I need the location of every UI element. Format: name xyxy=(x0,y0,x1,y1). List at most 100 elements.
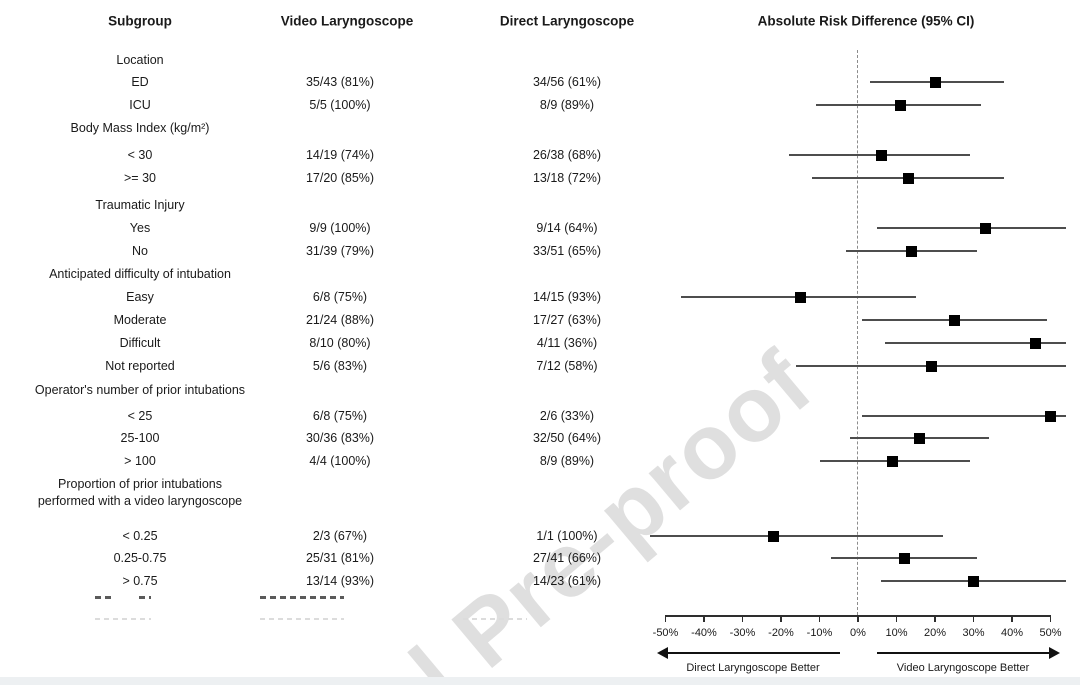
cropped-text-fragment xyxy=(260,596,344,599)
axis-tick xyxy=(780,615,782,622)
confidence-interval-line xyxy=(650,535,943,537)
subgroup-item-label: Moderate xyxy=(113,313,167,327)
point-estimate-marker xyxy=(979,222,991,234)
cropped-text-fragment xyxy=(95,596,115,599)
direct-laryngoscope-value: 27/41 (66%) xyxy=(532,551,602,565)
subgroup-group-label: Operator's number of prior intubations xyxy=(34,383,246,397)
point-estimate-marker xyxy=(929,76,941,88)
point-estimate-marker xyxy=(767,530,779,542)
point-estimate-marker xyxy=(948,314,960,326)
subgroup-item-label: < 30 xyxy=(127,148,153,162)
subgroup-group-label: Anticipated difficulty of intubation xyxy=(49,267,231,281)
confidence-interval-line xyxy=(884,342,1066,344)
direct-laryngoscope-value: 34/56 (61%) xyxy=(532,75,602,89)
axis-tick-label: 50% xyxy=(1039,627,1062,639)
cropped-text-fragment xyxy=(260,618,344,620)
video-laryngoscope-value: 31/39 (79%) xyxy=(305,244,375,258)
video-laryngoscope-value: 5/5 (100%) xyxy=(309,98,371,112)
direct-laryngoscope-value: 14/15 (93%) xyxy=(532,290,602,304)
subgroup-item-label: No xyxy=(132,244,148,258)
video-laryngoscope-value: 14/19 (74%) xyxy=(305,148,375,162)
subgroup-item-label: >= 30 xyxy=(124,171,156,185)
subgroup-item-label: ED xyxy=(131,75,149,89)
axis-tick-label: -20% xyxy=(768,627,794,639)
left-arrowhead-icon xyxy=(657,647,668,659)
axis-tick xyxy=(818,615,821,622)
video-laryngoscope-value: 6/8 (75%) xyxy=(312,409,368,423)
axis-tick xyxy=(934,615,936,622)
direct-laryngoscope-value: 32/50 (64%) xyxy=(532,431,602,445)
subgroup-group-label: Proportion of prior intubations xyxy=(58,477,222,491)
axis-tick-label: 30% xyxy=(962,627,985,639)
axis-tick-label: -30% xyxy=(729,627,756,639)
point-estimate-marker xyxy=(925,360,937,372)
axis-tick-label: -40% xyxy=(691,627,717,639)
point-estimate-marker xyxy=(894,99,906,111)
subgroup-item-label: > 100 xyxy=(124,454,156,468)
point-estimate-marker xyxy=(898,552,910,564)
direction-label-left: Direct Laryngoscope Better xyxy=(686,662,820,674)
subgroup-group-label: Location xyxy=(116,53,164,67)
subgroup-item-label: Yes xyxy=(129,221,151,235)
cropped-text-fragment xyxy=(139,596,151,599)
video-laryngoscope-value: 6/8 (75%) xyxy=(312,290,368,304)
zero-reference-dashed-line xyxy=(857,50,858,615)
direct-laryngoscope-value: 26/38 (68%) xyxy=(532,148,602,162)
axis-tick-label: 40% xyxy=(1000,627,1024,639)
video-laryngoscope-value: 25/31 (81%) xyxy=(305,551,375,565)
column-header-direct-laryngoscope: Direct Laryngoscope xyxy=(499,13,635,29)
point-estimate-marker xyxy=(794,291,806,303)
point-estimate-marker xyxy=(906,245,918,257)
video-laryngoscope-value: 17/20 (85%) xyxy=(305,171,375,185)
column-header-subgroup: Subgroup xyxy=(108,13,172,29)
right-direction-arrow xyxy=(877,652,1050,654)
video-laryngoscope-value: 5/6 (83%) xyxy=(312,359,368,373)
direct-laryngoscope-value: 13/18 (72%) xyxy=(532,171,602,185)
video-laryngoscope-value: 13/14 (93%) xyxy=(305,574,375,588)
axis-tick xyxy=(895,615,898,622)
subgroup-item-label: Difficult xyxy=(119,336,161,350)
subgroup-group-label: Body Mass Index (kg/m²) xyxy=(70,121,210,135)
axis-tick-label: 10% xyxy=(885,627,908,639)
cropped-text-fragment xyxy=(463,618,527,620)
subgroup-item-label: 25-100 xyxy=(120,431,160,445)
subgroup-item-label: > 0.75 xyxy=(122,574,158,588)
axis-tick xyxy=(703,615,705,622)
video-laryngoscope-value: 2/3 (67%) xyxy=(312,529,368,543)
subgroup-group-label: performed with a video laryngoscope xyxy=(37,494,243,508)
right-arrowhead-icon xyxy=(1049,647,1060,659)
subgroup-group-label: Traumatic Injury xyxy=(95,198,185,212)
direct-laryngoscope-value: 4/11 (36%) xyxy=(536,336,598,350)
point-estimate-marker xyxy=(968,575,979,587)
subgroup-item-label: ICU xyxy=(129,98,151,112)
axis-tick xyxy=(664,615,667,622)
column-header-video-laryngoscope: Video Laryngoscope xyxy=(280,13,414,29)
axis-tick-label: -10% xyxy=(806,627,833,639)
point-estimate-marker xyxy=(914,432,926,444)
axis-tick xyxy=(972,615,975,622)
direct-laryngoscope-value: 33/51 (65%) xyxy=(532,244,602,258)
video-laryngoscope-value: 8/10 (80%) xyxy=(309,336,371,350)
axis-tick xyxy=(857,615,859,622)
direct-laryngoscope-value: 17/27 (63%) xyxy=(532,313,602,327)
video-laryngoscope-value: 30/36 (83%) xyxy=(305,431,375,445)
axis-tick-label: -50% xyxy=(652,627,679,639)
direct-laryngoscope-value: 9/14 (64%) xyxy=(536,221,598,235)
direct-laryngoscope-value: 2/6 (33%) xyxy=(539,409,595,423)
confidence-interval-line xyxy=(877,227,1066,229)
point-estimate-marker xyxy=(1029,337,1041,349)
point-estimate-marker xyxy=(875,149,887,161)
direct-laryngoscope-value: 14/23 (61%) xyxy=(532,574,602,588)
direct-laryngoscope-value: 7/12 (58%) xyxy=(536,359,598,373)
cropped-text-fragment xyxy=(95,618,151,620)
column-header-risk-difference: Absolute Risk Difference (95% CI) xyxy=(757,13,975,29)
subgroup-item-label: < 0.25 xyxy=(122,529,158,543)
direct-laryngoscope-value: 1/1 (100%) xyxy=(536,529,598,543)
video-laryngoscope-value: 21/24 (88%) xyxy=(305,313,375,327)
subgroup-item-label: 0.25-0.75 xyxy=(113,551,167,565)
direct-laryngoscope-value: 8/9 (89%) xyxy=(539,454,595,468)
axis-tick-label: 0% xyxy=(850,627,866,639)
video-laryngoscope-value: 35/43 (81%) xyxy=(305,75,375,89)
subgroup-item-label: Easy xyxy=(126,290,154,304)
